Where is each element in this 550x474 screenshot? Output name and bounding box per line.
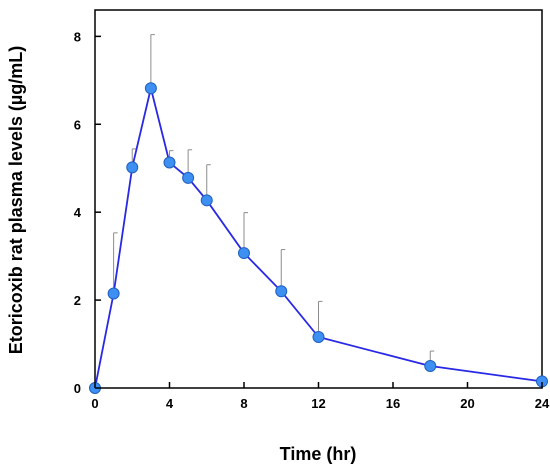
data-point: [312, 331, 325, 344]
x-tick-label: 8: [240, 396, 247, 411]
x-axis-title: Time (hr): [280, 444, 357, 464]
x-tick-label: 24: [535, 396, 550, 411]
x-tick-label: 12: [311, 396, 325, 411]
x-axis-ticks: 0 4 8 12 16 20 24: [91, 382, 550, 411]
errorbars: [113, 34, 435, 367]
y-tick-label: 0: [74, 381, 81, 396]
data-point: [200, 194, 213, 207]
x-tick-label: 16: [386, 396, 400, 411]
x-tick-label: 0: [91, 396, 98, 411]
data-point: [424, 360, 437, 373]
data-point: [107, 287, 120, 300]
x-tick-label: 20: [460, 396, 474, 411]
y-axis-ticks: 0 2 4 6 8: [74, 29, 101, 396]
data-point: [275, 285, 288, 298]
data-point: [144, 82, 157, 95]
data-point: [163, 156, 176, 169]
y-axis-title: Etoricoxib rat plasma levels (µg/mL): [6, 46, 26, 354]
y-tick-label: 6: [74, 117, 81, 132]
data-point: [238, 247, 250, 260]
y-tick-label: 8: [74, 29, 81, 44]
y-tick-label: 2: [74, 293, 81, 308]
markers: [89, 82, 548, 394]
y-tick-label: 4: [74, 205, 82, 220]
x-tick-label: 4: [166, 396, 174, 411]
data-point: [182, 171, 195, 184]
data-point: [126, 161, 139, 174]
series-line: [94, 88, 543, 389]
